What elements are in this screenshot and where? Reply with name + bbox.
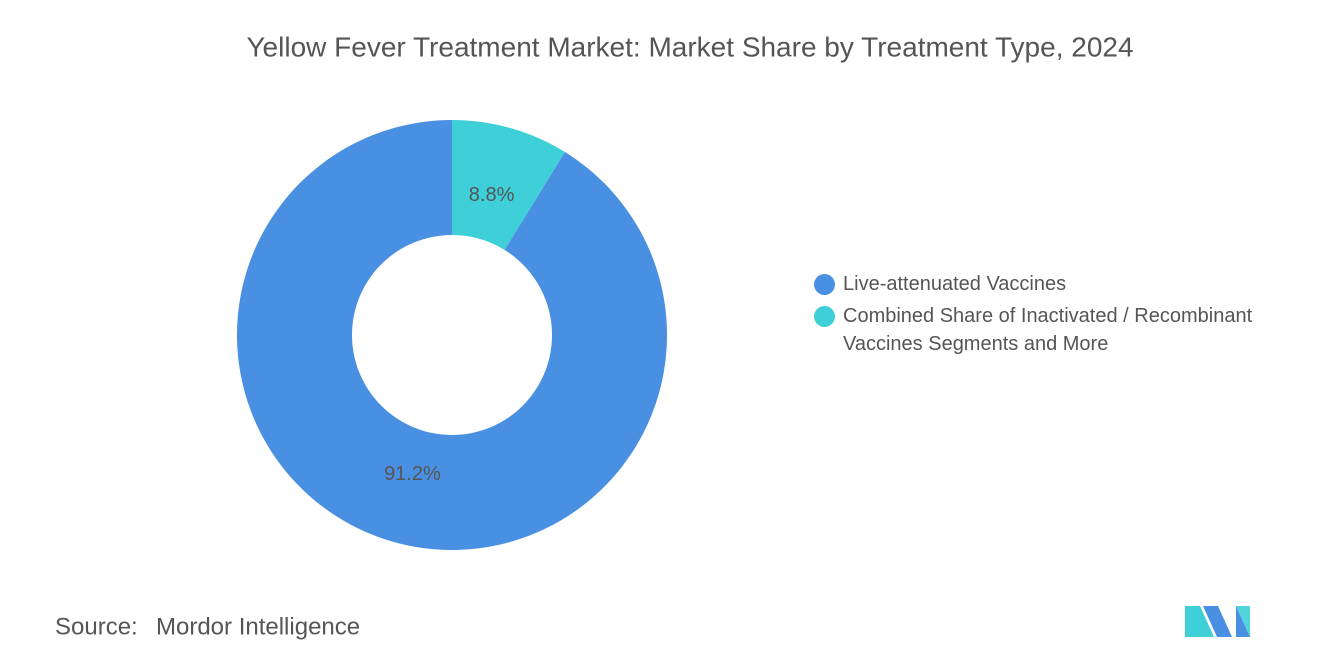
slice <box>236 120 667 550</box>
legend-entry: Combined Share of Inactivated / Recombin… <box>814 302 1263 358</box>
source: Mordor Intelligence <box>156 613 360 640</box>
legend: Live-attenuated Vaccines Combined Share o… <box>814 270 1274 362</box>
legend-swatch <box>814 306 835 327</box>
slice <box>452 120 565 250</box>
chart-title: Yellow Fever Treatment Market: Market Sh… <box>246 31 1133 62</box>
logo <box>1185 606 1250 637</box>
legend-swatch <box>814 274 835 295</box>
legend-label: Live-attenuated Vaccines <box>843 273 1067 295</box>
legend-label: Combined Share of Inactivated / Recombin… <box>843 305 1253 355</box>
source-label: Source: <box>55 613 138 640</box>
data-label: 8.8% <box>469 184 515 206</box>
data-label: 91.2% <box>384 463 441 485</box>
legend-entry: Live-attenuated Vaccines <box>814 270 1263 298</box>
